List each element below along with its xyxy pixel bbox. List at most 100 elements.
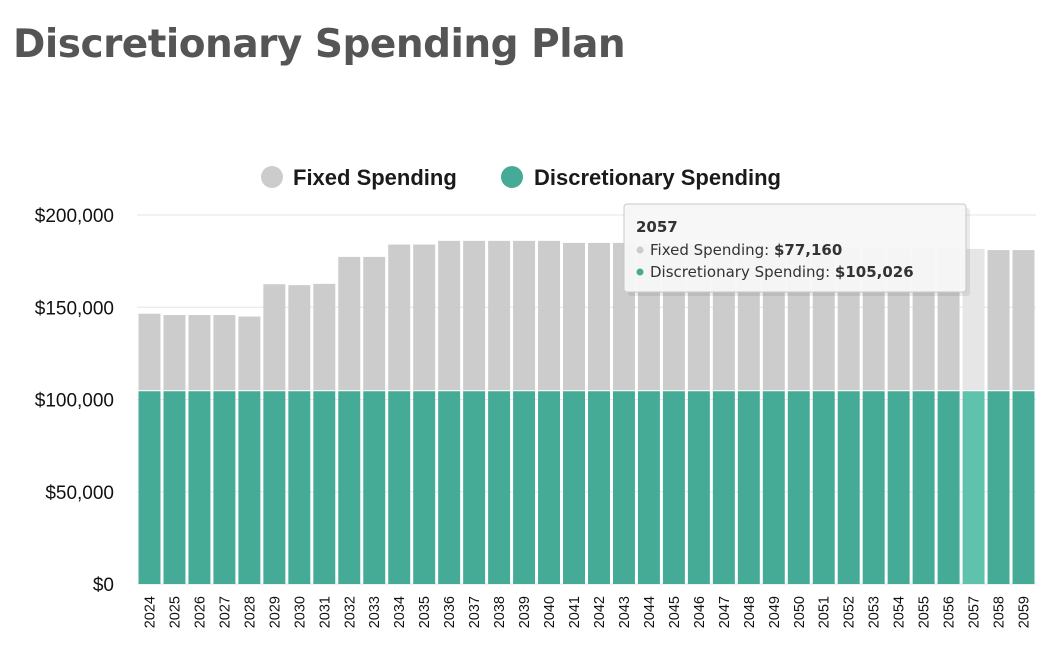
x-tick-label: 2050 (792, 596, 808, 628)
tooltip-title: 2057 (636, 218, 678, 236)
bar-discretionary-spending[interactable] (263, 391, 286, 584)
x-tick-label: 2025 (167, 596, 183, 628)
x-tick-label: 2032 (342, 596, 358, 628)
x-tick-label: 2028 (242, 596, 258, 628)
bar-discretionary-spending[interactable] (363, 391, 386, 584)
bar-fixed-spending[interactable] (213, 315, 236, 391)
x-axis: 2024 2025 2026 2027 2028 2029 2030 2031 2032 2033… (142, 596, 1032, 628)
legend-label: Fixed Spending (293, 165, 457, 190)
bar-fixed-spending[interactable] (1012, 250, 1035, 391)
bar-fixed-spending[interactable] (538, 240, 561, 391)
bar-fixed-spending[interactable] (388, 244, 411, 391)
tooltip-box (623, 203, 967, 293)
bar-discretionary-spending[interactable] (787, 391, 810, 584)
bar-discretionary-spending[interactable] (538, 391, 561, 584)
bar-fixed-spending[interactable] (363, 256, 386, 391)
x-tick-label: 2042 (592, 596, 608, 628)
x-tick-label: 2046 (692, 596, 708, 628)
x-tick-label: 2040 (542, 596, 558, 628)
bar-discretionary-spending[interactable] (463, 391, 486, 584)
x-tick-label: 2058 (992, 596, 1008, 628)
bar-fixed-spending[interactable] (238, 316, 261, 391)
grid-lines (137, 214, 1036, 585)
bar-fixed-spending[interactable] (188, 315, 211, 391)
bar-fixed-spending[interactable] (987, 250, 1010, 391)
bar-discretionary-spending[interactable] (987, 391, 1010, 584)
bar-discretionary-spending[interactable] (887, 391, 910, 584)
bar-discretionary-spending[interactable] (513, 391, 536, 584)
bar-discretionary-spending[interactable] (837, 391, 860, 584)
bar-discretionary-spending[interactable] (238, 391, 261, 584)
bar-discretionary-spending[interactable] (163, 391, 186, 584)
bar-discretionary-spending[interactable] (812, 391, 835, 584)
bar-discretionary-spending[interactable] (937, 391, 960, 584)
bar-discretionary-spending[interactable] (1012, 391, 1035, 584)
legend-item-discretionary[interactable]: Discretionary Spending (501, 165, 781, 190)
bar-discretionary-spending[interactable] (388, 391, 411, 584)
bar-fixed-spending[interactable] (588, 242, 610, 391)
x-tick-label: 2048 (742, 596, 758, 628)
bar-discretionary-spending[interactable] (413, 391, 436, 584)
bar-discretionary-spending[interactable] (687, 391, 710, 584)
bar-discretionary-spending[interactable] (912, 391, 935, 584)
bar-discretionary-spending[interactable] (563, 391, 585, 584)
bar-fixed-spending[interactable] (438, 240, 461, 391)
bar-discretionary-spending[interactable] (712, 391, 735, 584)
x-tick-label: 2024 (142, 596, 158, 628)
bar-discretionary-spending[interactable] (213, 391, 236, 584)
y-tick-label: $150,000 (35, 298, 114, 319)
bar-discretionary-spending[interactable] (962, 391, 985, 584)
legend-label: Discretionary Spending (534, 165, 781, 190)
bar-discretionary-spending[interactable] (588, 391, 610, 584)
x-tick-label: 2059 (1017, 596, 1033, 628)
x-tick-label: 2033 (367, 596, 383, 628)
x-tick-label: 2036 (442, 596, 458, 628)
tooltip-series-dot-icon (636, 246, 644, 254)
bar-discretionary-spending[interactable] (288, 391, 311, 584)
legend-marker-icon (501, 166, 523, 188)
bar-discretionary-spending[interactable] (488, 391, 511, 584)
bar-discretionary-spending[interactable] (862, 391, 885, 584)
bar-discretionary-spending[interactable] (737, 391, 760, 584)
tooltip: 2057 Fixed Spending: $77,160 Discretionary… (623, 203, 970, 296)
bar-fixed-spending[interactable] (962, 248, 985, 391)
bar-fixed-spending[interactable] (288, 285, 311, 391)
tooltip-series-dot-icon (636, 268, 644, 276)
x-tick-label: 2039 (517, 596, 533, 628)
bar-discretionary-spending[interactable] (662, 391, 685, 584)
bar-fixed-spending[interactable] (563, 242, 585, 391)
y-tick-label: $0 (93, 575, 114, 596)
bar-fixed-spending[interactable] (513, 240, 536, 391)
legend-item-fixed[interactable]: Fixed Spending (261, 165, 457, 190)
bar-fixed-spending[interactable] (488, 240, 511, 391)
y-tick-label: $100,000 (35, 391, 114, 412)
bar-discretionary-spending[interactable] (313, 391, 336, 584)
bar-fixed-spending[interactable] (163, 315, 186, 391)
bar-discretionary-spending[interactable] (612, 391, 635, 584)
bar-discretionary-spending[interactable] (438, 391, 461, 584)
bar-fixed-spending[interactable] (463, 240, 486, 391)
bar-fixed-spending[interactable] (338, 256, 361, 391)
x-tick-label: 2054 (892, 596, 908, 628)
x-tick-label: 2030 (292, 596, 308, 628)
x-tick-label: 2055 (917, 596, 933, 628)
y-tick-label: $50,000 (45, 483, 114, 504)
x-tick-label: 2035 (417, 596, 433, 628)
bar-fixed-spending[interactable] (413, 244, 436, 391)
bar-fixed-spending[interactable] (263, 284, 286, 391)
bar-fixed-spending[interactable] (138, 313, 161, 391)
x-tick-label: 2041 (567, 596, 583, 628)
x-tick-label: 2052 (842, 596, 858, 628)
bar-discretionary-spending[interactable] (188, 391, 211, 584)
bar-fixed-spending[interactable] (313, 283, 336, 391)
page-title: Discretionary Spending Plan (13, 22, 626, 67)
x-tick-label: 2045 (667, 596, 683, 628)
bar-discretionary-spending[interactable] (637, 391, 660, 584)
x-tick-label: 2026 (192, 596, 208, 628)
bar-discretionary-spending[interactable] (138, 391, 161, 584)
bar-discretionary-spending[interactable] (338, 391, 361, 584)
x-tick-label: 2029 (267, 596, 283, 628)
bar-discretionary-spending[interactable] (762, 391, 785, 584)
bars-group (138, 240, 1035, 584)
